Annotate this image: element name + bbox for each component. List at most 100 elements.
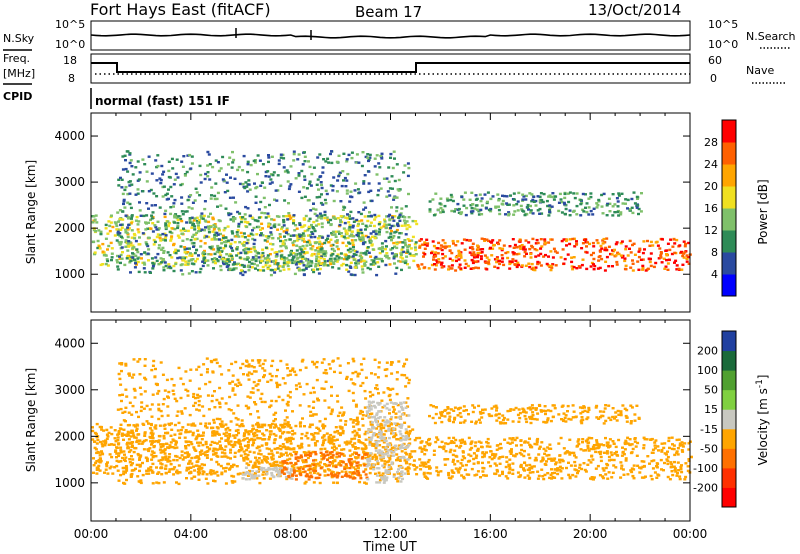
echo-cell: [294, 177, 298, 180]
echo-cell: [252, 380, 256, 384]
noise-sky-label: N.Sky: [3, 32, 35, 45]
echo-cell: [256, 264, 260, 267]
echo-cell: [158, 233, 162, 237]
echo-cell: [97, 229, 101, 232]
echo-cell: [119, 423, 123, 426]
echo-cell: [206, 171, 210, 174]
echo-cell: [138, 373, 142, 376]
echo-cell: [329, 412, 333, 416]
echo-cell: [522, 195, 526, 198]
echo-cell: [126, 430, 130, 434]
echo-cell: [385, 230, 389, 234]
echo-cell: [318, 175, 322, 179]
echo-cell: [308, 425, 312, 429]
echo-cell: [207, 215, 211, 218]
echo-cell: [362, 180, 366, 183]
echo-cell: [164, 234, 168, 237]
echo-cell: [397, 416, 401, 419]
echo-cell: [317, 252, 321, 256]
echo-cell: [159, 239, 163, 242]
echo-cell: [197, 457, 201, 460]
echo-cell: [184, 263, 188, 266]
echo-cell: [390, 229, 393, 233]
echo-cell: [568, 214, 572, 217]
echo-cell: [200, 463, 204, 466]
echo-cell: [259, 397, 263, 400]
echo-cell: [320, 245, 323, 248]
echo-cell: [128, 184, 132, 187]
echo-cell: [385, 476, 389, 479]
echo-cell: [263, 186, 267, 189]
echo-cell: [338, 452, 342, 455]
echo-cell: [294, 234, 298, 237]
echo-cell: [287, 212, 291, 215]
echo-cell: [358, 237, 361, 240]
echo-cell: [656, 244, 660, 247]
echo-cell: [312, 166, 316, 169]
echo-cell: [145, 404, 149, 408]
echo-cell: [256, 388, 260, 392]
echo-cell: [526, 203, 530, 207]
echo-cell: [395, 246, 399, 250]
colorbar-tick-label: 8: [711, 246, 718, 259]
echo-cell: [521, 193, 525, 196]
echo-cell: [389, 152, 393, 156]
echo-cell: [413, 246, 417, 249]
echo-cell: [356, 372, 360, 376]
echo-cell: [121, 168, 125, 171]
echo-cell: [312, 220, 316, 224]
echo-cell: [117, 479, 121, 482]
echo-cell: [361, 242, 365, 246]
echo-cell: [530, 200, 534, 203]
echo-cell: [190, 456, 194, 460]
echo-cell: [497, 205, 500, 208]
echo-cell: [128, 192, 132, 195]
echo-cell: [273, 198, 276, 201]
echo-cell: [284, 409, 287, 412]
echo-cell: [142, 267, 146, 270]
echo-cell: [468, 239, 471, 242]
echo-cell: [563, 203, 567, 206]
echo-cell: [149, 436, 153, 440]
echo-cell: [346, 217, 350, 220]
echo-cell: [391, 387, 395, 391]
echo-cell: [403, 224, 407, 227]
echo-cell: [342, 235, 346, 238]
echo-cell: [263, 369, 267, 372]
echo-cell: [150, 429, 154, 432]
echo-cell: [161, 403, 165, 406]
echo-cell: [244, 252, 248, 255]
echo-cell: [450, 267, 454, 270]
echo-cell: [465, 238, 469, 242]
echo-cell: [383, 254, 387, 257]
echo-cell: [124, 239, 128, 242]
power-x-axis: [90, 113, 691, 312]
echo-cell: [362, 451, 366, 454]
echo-cell: [184, 456, 188, 459]
echo-cell: [321, 236, 325, 239]
echo-cell: [233, 261, 236, 264]
echo-cell: [568, 209, 572, 212]
echo-cell: [681, 263, 685, 266]
echo-cell: [409, 247, 413, 250]
echo-cell: [253, 401, 256, 404]
echo-cell: [686, 256, 690, 259]
echo-cell: [238, 440, 242, 443]
echo-cell: [200, 449, 204, 452]
echo-cell: [96, 438, 100, 442]
echo-cell: [159, 458, 163, 462]
echo-cell: [254, 384, 258, 387]
echo-cell: [560, 200, 564, 204]
echo-cell: [343, 465, 347, 469]
echo-cell: [404, 205, 408, 208]
echo-cell: [353, 273, 357, 277]
echo-cell: [352, 399, 356, 402]
echo-cell: [552, 198, 556, 201]
echo-cell: [188, 254, 192, 257]
echo-cell: [118, 377, 122, 381]
echo-cell: [309, 247, 313, 250]
echo-cell: [423, 243, 427, 246]
echo-cell: [320, 186, 324, 190]
echo-cell: [406, 397, 410, 400]
echo-cell: [267, 156, 271, 159]
